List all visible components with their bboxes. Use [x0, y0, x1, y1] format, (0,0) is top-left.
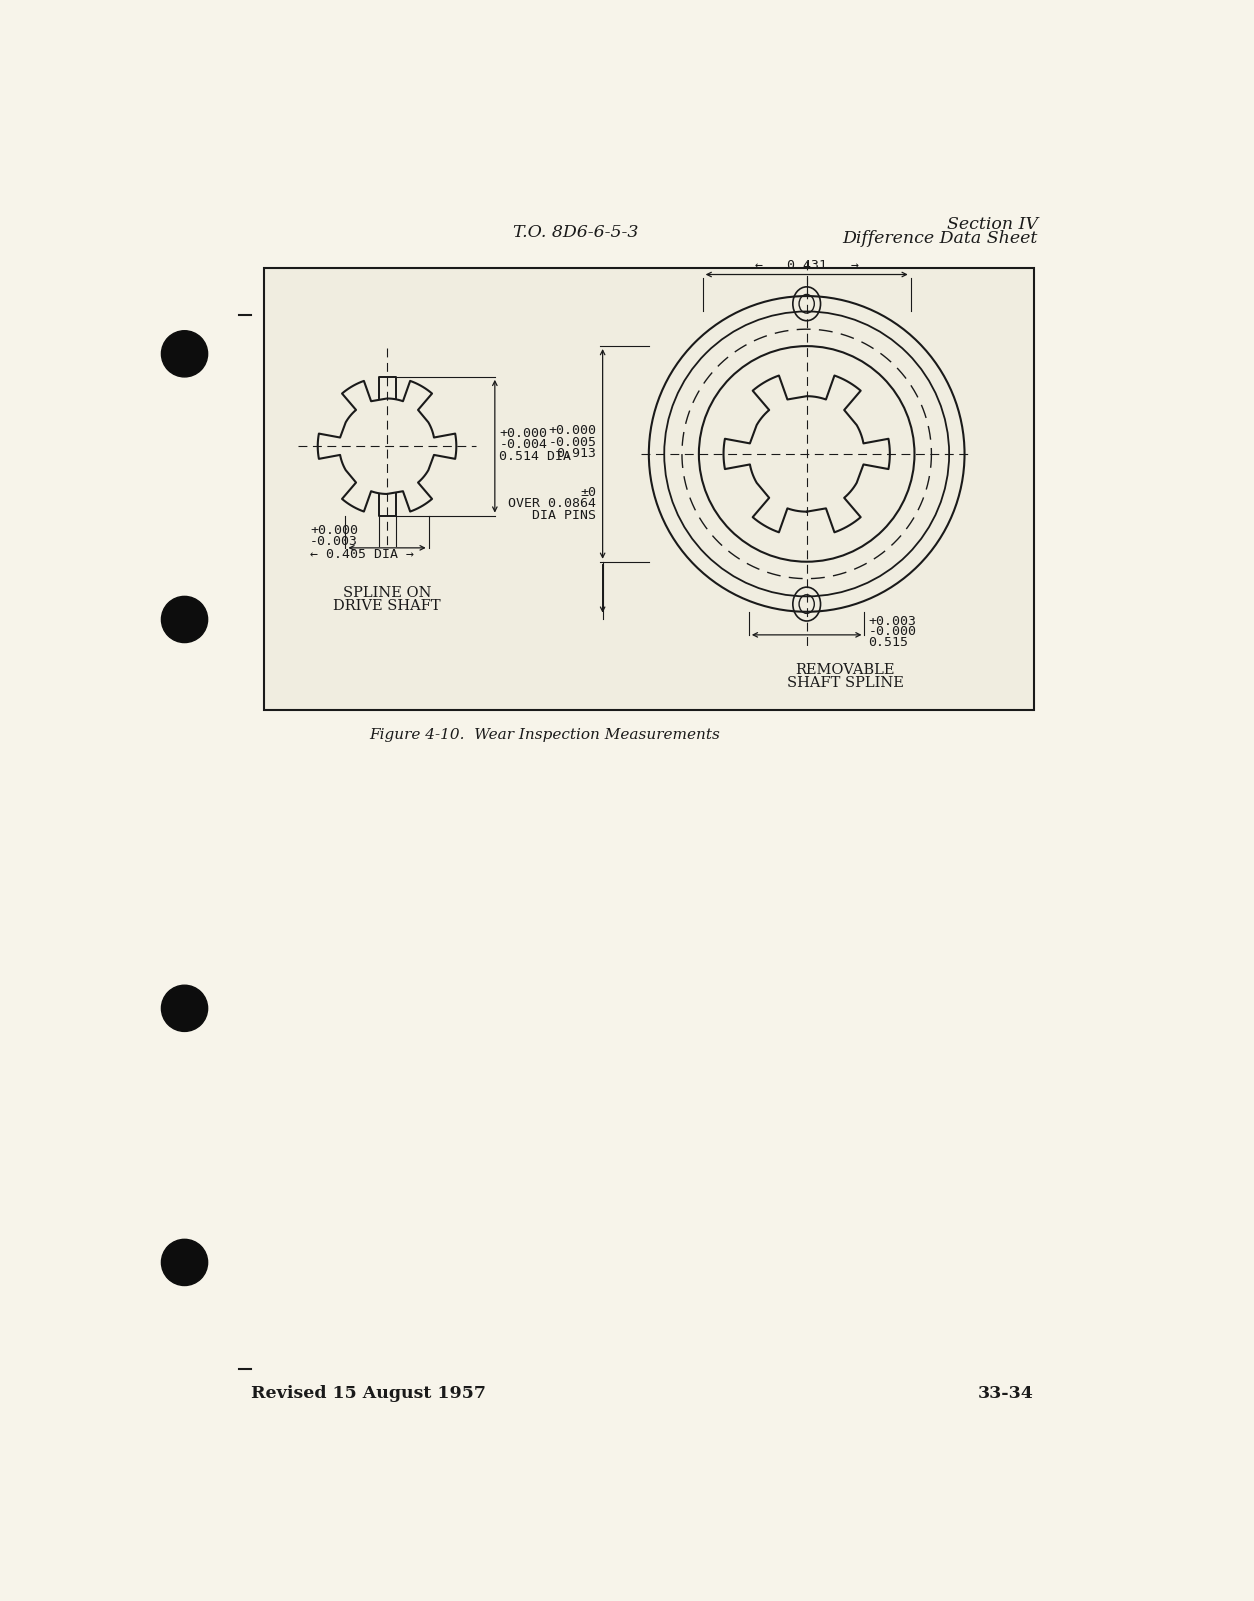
Text: Revised 15 August 1957: Revised 15 August 1957: [251, 1385, 485, 1402]
Text: SHAFT SPLINE: SHAFT SPLINE: [786, 676, 904, 690]
Text: +0.003: +0.003: [868, 615, 917, 628]
Text: 33-34: 33-34: [978, 1385, 1033, 1402]
Bar: [263, 267, 1033, 711]
Text: 0.913: 0.913: [557, 447, 597, 461]
Text: Difference Data Sheet: Difference Data Sheet: [843, 231, 1038, 247]
Text: -0.003: -0.003: [310, 535, 359, 548]
Text: REMOVABLE: REMOVABLE: [795, 663, 895, 677]
Text: Figure 4-10.  Wear Inspection Measurements: Figure 4-10. Wear Inspection Measurement…: [370, 728, 720, 741]
Text: 0.515: 0.515: [868, 636, 908, 648]
Text: SPLINE ON: SPLINE ON: [342, 586, 431, 599]
Text: -0.005: -0.005: [548, 435, 597, 448]
Text: -0.004: -0.004: [499, 439, 548, 451]
Text: 0.514 DIA: 0.514 DIA: [499, 450, 572, 463]
Text: OVER 0.0864: OVER 0.0864: [508, 498, 597, 511]
Text: T.O. 8D6-6-5-3: T.O. 8D6-6-5-3: [513, 224, 638, 240]
Text: Section IV: Section IV: [947, 216, 1038, 234]
Circle shape: [162, 985, 208, 1031]
Text: +0.000: +0.000: [499, 427, 548, 440]
Text: ←   0.431   →: ← 0.431 →: [755, 259, 859, 272]
Circle shape: [162, 331, 208, 376]
Text: +0.000: +0.000: [548, 424, 597, 437]
Circle shape: [162, 596, 208, 642]
Text: DIA PINS: DIA PINS: [533, 509, 597, 522]
Text: +0.000: +0.000: [310, 525, 359, 538]
Text: ← 0.405 DIA →: ← 0.405 DIA →: [310, 548, 414, 560]
Text: DRIVE SHAFT: DRIVE SHAFT: [334, 599, 441, 613]
Text: -0.000: -0.000: [868, 626, 917, 639]
Text: ±0: ±0: [581, 487, 597, 500]
Circle shape: [162, 1239, 208, 1286]
